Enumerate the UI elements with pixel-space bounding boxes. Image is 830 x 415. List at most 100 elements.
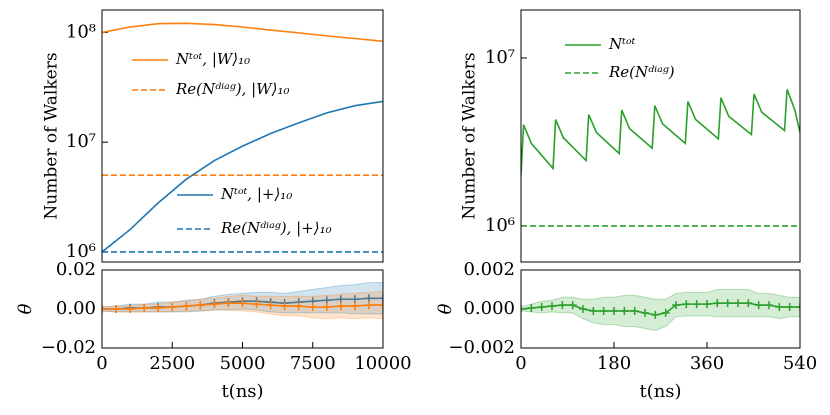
x-tick-label: 10000 — [354, 353, 411, 374]
y-tick-label: 10⁶ — [66, 241, 96, 262]
marker — [521, 305, 525, 313]
marker — [599, 306, 608, 315]
y-tick-label: 0.002 — [463, 259, 515, 280]
y-axis-label: θ — [435, 303, 456, 314]
y-axis-label: θ — [15, 303, 36, 314]
series-line — [521, 89, 800, 176]
legend-label: Nᵗᵒᵗ, |W⟩₁₀ — [175, 50, 250, 68]
x-tick-label: 2500 — [149, 353, 195, 374]
marker — [364, 294, 373, 303]
marker — [620, 306, 629, 315]
marker — [775, 303, 784, 312]
marker — [537, 303, 546, 312]
marker — [379, 301, 383, 310]
marker — [182, 302, 191, 311]
marker — [252, 300, 261, 309]
marker — [568, 301, 577, 310]
marker — [682, 300, 691, 309]
marker — [140, 304, 149, 313]
marker — [350, 295, 359, 304]
marker — [527, 304, 536, 313]
marker — [672, 301, 680, 310]
x-tick-label: 0 — [515, 353, 526, 374]
error-band — [521, 289, 800, 331]
x-tick-label: 0 — [96, 353, 107, 374]
marker — [168, 303, 177, 312]
x-axis-label: t(ns) — [221, 381, 263, 402]
series-line — [102, 22, 383, 43]
marker — [294, 302, 303, 311]
y-tick-label: 0.02 — [56, 259, 96, 280]
marker — [280, 302, 289, 311]
series-line — [521, 302, 800, 316]
y-tick-label: −0.002 — [448, 337, 515, 358]
marker — [308, 303, 317, 312]
y-tick-label: −0.02 — [41, 337, 96, 358]
marker — [154, 304, 163, 313]
y-tick-label: 10⁷ — [485, 47, 515, 68]
y-tick-label: 0.000 — [463, 298, 515, 319]
series-line — [102, 100, 383, 253]
axes-frame — [520, 269, 801, 349]
axes-frame — [101, 9, 384, 263]
marker — [364, 301, 373, 310]
axes-frame — [101, 269, 384, 349]
marker — [224, 299, 233, 308]
marker — [641, 308, 649, 317]
y-tick-label: 10⁶ — [485, 215, 515, 236]
marker — [765, 301, 773, 310]
marker — [744, 299, 753, 308]
marker — [196, 301, 205, 310]
legend-label: Nᵗᵒᵗ, |+⟩₁₀ — [220, 185, 292, 203]
x-tick-label: 7500 — [290, 353, 336, 374]
marker — [630, 306, 639, 315]
x-axis-label: t(ns) — [639, 381, 681, 402]
marker — [692, 300, 701, 309]
marker — [723, 299, 732, 308]
legend-label: Re(Nᵈⁱᵃᵍ), |W⟩₁₀ — [175, 80, 290, 98]
y-tick-label: 10⁷ — [66, 131, 96, 152]
marker — [610, 306, 618, 315]
marker — [102, 305, 106, 313]
marker — [703, 300, 711, 309]
marker — [210, 300, 219, 309]
marker — [589, 306, 598, 315]
marker — [754, 301, 763, 310]
plot-area — [102, 22, 383, 253]
marker — [734, 299, 742, 308]
marker — [558, 301, 567, 310]
x-tick-label: 360 — [690, 353, 724, 374]
y-axis-label: Number of Walkers — [42, 52, 62, 219]
marker — [266, 301, 275, 310]
marker — [713, 299, 722, 308]
marker — [651, 310, 660, 319]
y-tick-label: 10⁸ — [66, 21, 96, 42]
axes-frame — [520, 9, 801, 263]
y-axis-label: Number of Walkers — [460, 52, 480, 219]
marker — [379, 294, 383, 303]
x-tick-label: 180 — [597, 353, 631, 374]
marker — [579, 305, 587, 313]
plot-area — [521, 89, 800, 227]
legend-label: Re(Nᵈⁱᵃᵍ) — [608, 63, 675, 81]
marker — [238, 299, 247, 308]
x-tick-label: 540 — [783, 353, 817, 374]
marker — [548, 302, 556, 311]
marker — [112, 305, 121, 313]
marker — [322, 303, 331, 312]
plot-area — [521, 289, 800, 331]
marker — [336, 295, 345, 304]
x-tick-label: 5000 — [220, 353, 266, 374]
legend-label: Re(Nᵈⁱᵃᵍ), |+⟩₁₀ — [220, 219, 332, 237]
marker — [336, 302, 345, 311]
legend-label: Nᵗᵒᵗ — [608, 35, 636, 53]
marker — [661, 308, 670, 317]
marker — [785, 303, 794, 312]
marker — [350, 302, 359, 311]
marker — [126, 305, 135, 313]
marker — [796, 303, 800, 312]
plot-area — [102, 282, 383, 320]
y-tick-label: 0.00 — [56, 298, 96, 319]
marker — [322, 296, 331, 305]
